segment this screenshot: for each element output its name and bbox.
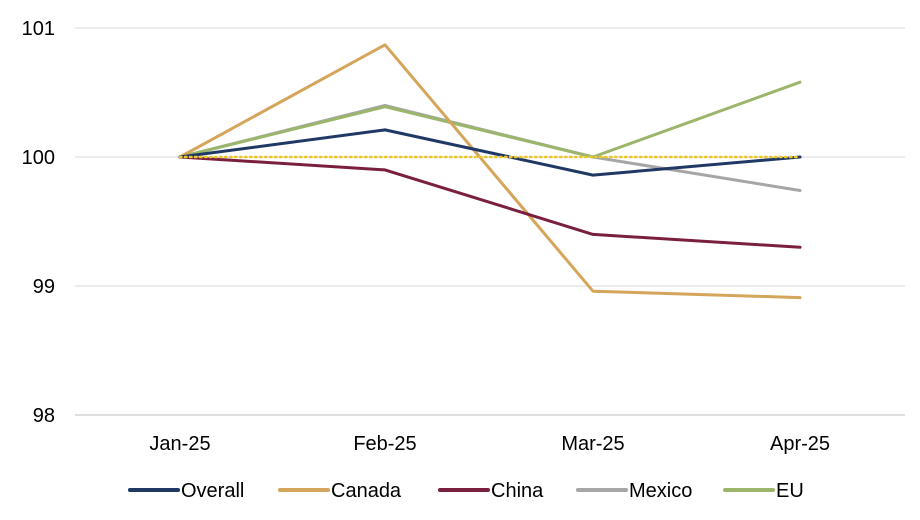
series-line-china [178,155,802,249]
series-line-canada [178,43,802,300]
series-line-eu [178,80,802,159]
x-tick-label: Feb-25 [353,433,416,455]
x-tick-label: Jan-25 [149,433,210,455]
series-line-mexico [178,103,802,192]
legend-label-china: China [491,480,544,502]
y-tick-label: 100 [22,147,55,169]
legend: Overall Canada China Mexico EU [128,480,804,502]
y-tick-label: 99 [33,276,55,298]
y-tick-label: 98 [33,405,55,427]
series-lines [178,43,802,300]
legend-label-eu: EU [776,480,804,502]
legend-label-canada: Canada [331,480,402,502]
legend-label-mexico: Mexico [629,480,692,502]
legend-label-overall: Overall [181,480,244,502]
gridlines [75,27,905,416]
x-tick-label: Apr-25 [770,433,830,455]
y-axis-tick-labels: 98 99 100 101 [22,18,55,427]
x-tick-label: Mar-25 [561,433,624,455]
x-axis-tick-labels: Jan-25 Feb-25 Mar-25 Apr-25 [149,433,830,455]
y-tick-label: 101 [22,18,55,40]
series-line-overall [178,128,802,177]
